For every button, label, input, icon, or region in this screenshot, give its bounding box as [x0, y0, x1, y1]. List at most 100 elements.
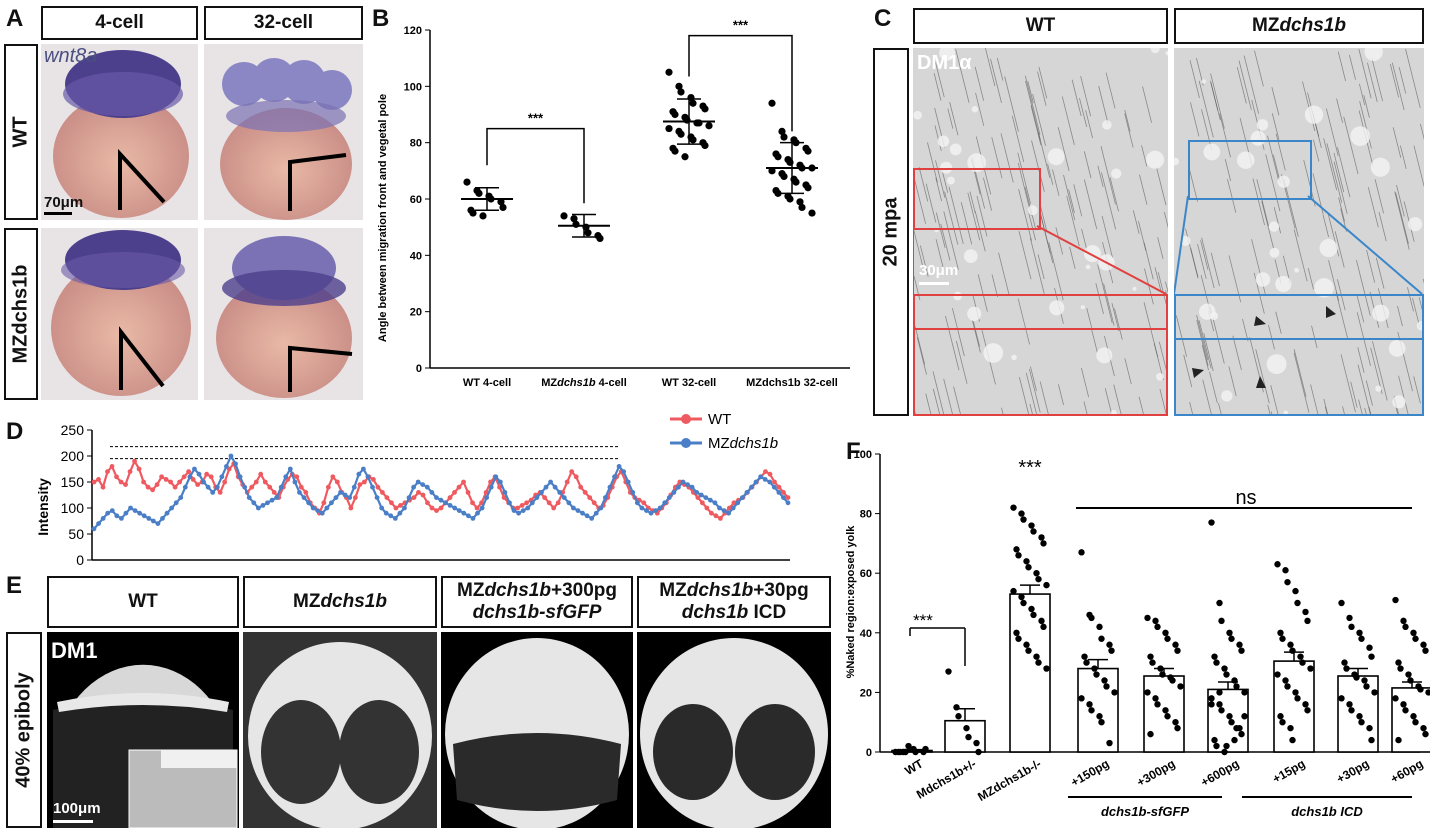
vesicle-spot: [913, 110, 922, 120]
f-point: [1149, 659, 1156, 666]
chart-f-ylabel: %Naked region:exposed yolk: [845, 525, 857, 679]
microtubule-fiber: [1322, 214, 1330, 238]
microtubule-fiber: [1057, 384, 1064, 406]
b-sig-label: ***: [733, 18, 749, 33]
microtubule-fiber: [1083, 151, 1092, 179]
microtubule-fiber: [1324, 406, 1329, 416]
f-point: [1043, 581, 1050, 589]
f-point: [1038, 617, 1045, 625]
f-point: [1356, 713, 1363, 720]
vesicle-spot: [1102, 120, 1112, 130]
d-point-mz: [781, 495, 786, 500]
f-point: [1028, 522, 1035, 529]
d-point-mz: [520, 508, 526, 513]
microtubule-fiber: [1340, 354, 1356, 413]
microtubule-fiber: [1359, 101, 1372, 149]
d-point-wt: [249, 484, 255, 490]
b-point: [808, 209, 816, 217]
f-point: [1402, 707, 1409, 714]
d-point-mz: [109, 508, 115, 513]
d-point-wt: [118, 479, 124, 485]
d-point-mz: [758, 474, 764, 480]
micro-e-wt: DM1 100μm: [47, 632, 239, 828]
f-point: [1091, 665, 1098, 672]
microtubule-fiber: [1037, 71, 1047, 106]
d-point-mz: [621, 469, 627, 474]
f-point: [1348, 707, 1355, 714]
d-point-wt: [384, 495, 390, 500]
d-ytick-label: 100: [61, 500, 85, 516]
vesicle-spot: [1256, 119, 1269, 131]
f-point: [1292, 587, 1299, 595]
microtubule-fiber: [1275, 311, 1282, 334]
f-point: [1304, 707, 1311, 714]
microtubule-fiber: [1242, 318, 1249, 342]
microtubule-fiber: [975, 92, 985, 127]
d-point-mz: [735, 500, 741, 506]
microtubule-fiber: [1271, 113, 1280, 141]
f-point: [1410, 629, 1417, 636]
microtubule-fiber: [1271, 86, 1280, 116]
vesicle-spot: [967, 153, 987, 173]
f-point: [965, 733, 972, 741]
microtubule-fiber: [974, 66, 985, 101]
d-point-mz: [324, 505, 330, 511]
f-point: [1108, 647, 1115, 654]
f-point: [1368, 736, 1375, 744]
microtubule-fiber: [1083, 179, 1098, 230]
chart-f-marks: [891, 504, 1430, 756]
d-point-mz: [283, 474, 289, 480]
d-point-mz: [274, 495, 280, 500]
microtubule-fiber: [1342, 406, 1346, 416]
microtubule-fiber: [951, 308, 965, 357]
f-point: [1420, 641, 1427, 648]
vesicle-spot: [1221, 390, 1233, 402]
vesicle-spot: [1319, 238, 1338, 258]
microtubule-fiber: [1363, 95, 1370, 118]
f-point: [897, 748, 904, 756]
f-point: [1159, 671, 1166, 678]
d-point-mz: [744, 490, 750, 495]
microtubule-fiber: [1068, 189, 1075, 213]
d-point-mz: [333, 495, 339, 500]
microtubule-fiber: [1144, 268, 1154, 305]
f-point: [1152, 695, 1159, 702]
b-ytick-label: 80: [410, 138, 422, 150]
microtubule-fiber: [1337, 51, 1346, 82]
d-point-mz: [351, 484, 357, 490]
microtubule-fiber: [1048, 242, 1064, 301]
d-point-mz: [676, 484, 681, 490]
d-point-mz: [767, 479, 773, 485]
microtubule-fiber: [974, 211, 986, 252]
microtubule-fiber: [1189, 60, 1200, 99]
f-point: [953, 704, 960, 711]
vesicle-spot: [940, 161, 953, 174]
vesicle-spot: [1304, 105, 1324, 124]
microtubule-fiber: [1219, 113, 1231, 158]
microtubule-fiber: [1375, 257, 1385, 289]
d-point-mz: [634, 500, 640, 506]
d-point-wt: [217, 490, 223, 495]
d-point-mz: [493, 474, 499, 480]
b-point: [665, 68, 673, 76]
microtubule-fiber: [1017, 298, 1030, 345]
chart-d-ylabel: Intensity: [35, 478, 51, 536]
f-point: [1093, 671, 1100, 678]
microtubule-fiber: [1218, 402, 1223, 416]
d-point-wt: [713, 513, 719, 519]
e-col-header-sfgfp: MZdchs1b+300pg dchs1b-sfGFP: [441, 576, 633, 628]
microtubule-fiber: [1310, 384, 1319, 416]
arrowhead-3: [1192, 368, 1204, 378]
d-point-mz: [310, 505, 316, 511]
d-point-wt: [411, 495, 417, 500]
f-point: [1162, 707, 1169, 714]
zoom-lines-wt: [913, 225, 1167, 295]
microtubule-fiber: [1083, 401, 1089, 416]
f-point: [1111, 689, 1118, 696]
microtubule-fiber: [1055, 227, 1064, 255]
microtubule-fiber: [948, 186, 964, 245]
f-point: [1013, 546, 1020, 553]
legend-wt-marker: [681, 414, 691, 424]
microtubule-fiber: [1039, 210, 1051, 254]
d-point-mz: [287, 466, 293, 472]
